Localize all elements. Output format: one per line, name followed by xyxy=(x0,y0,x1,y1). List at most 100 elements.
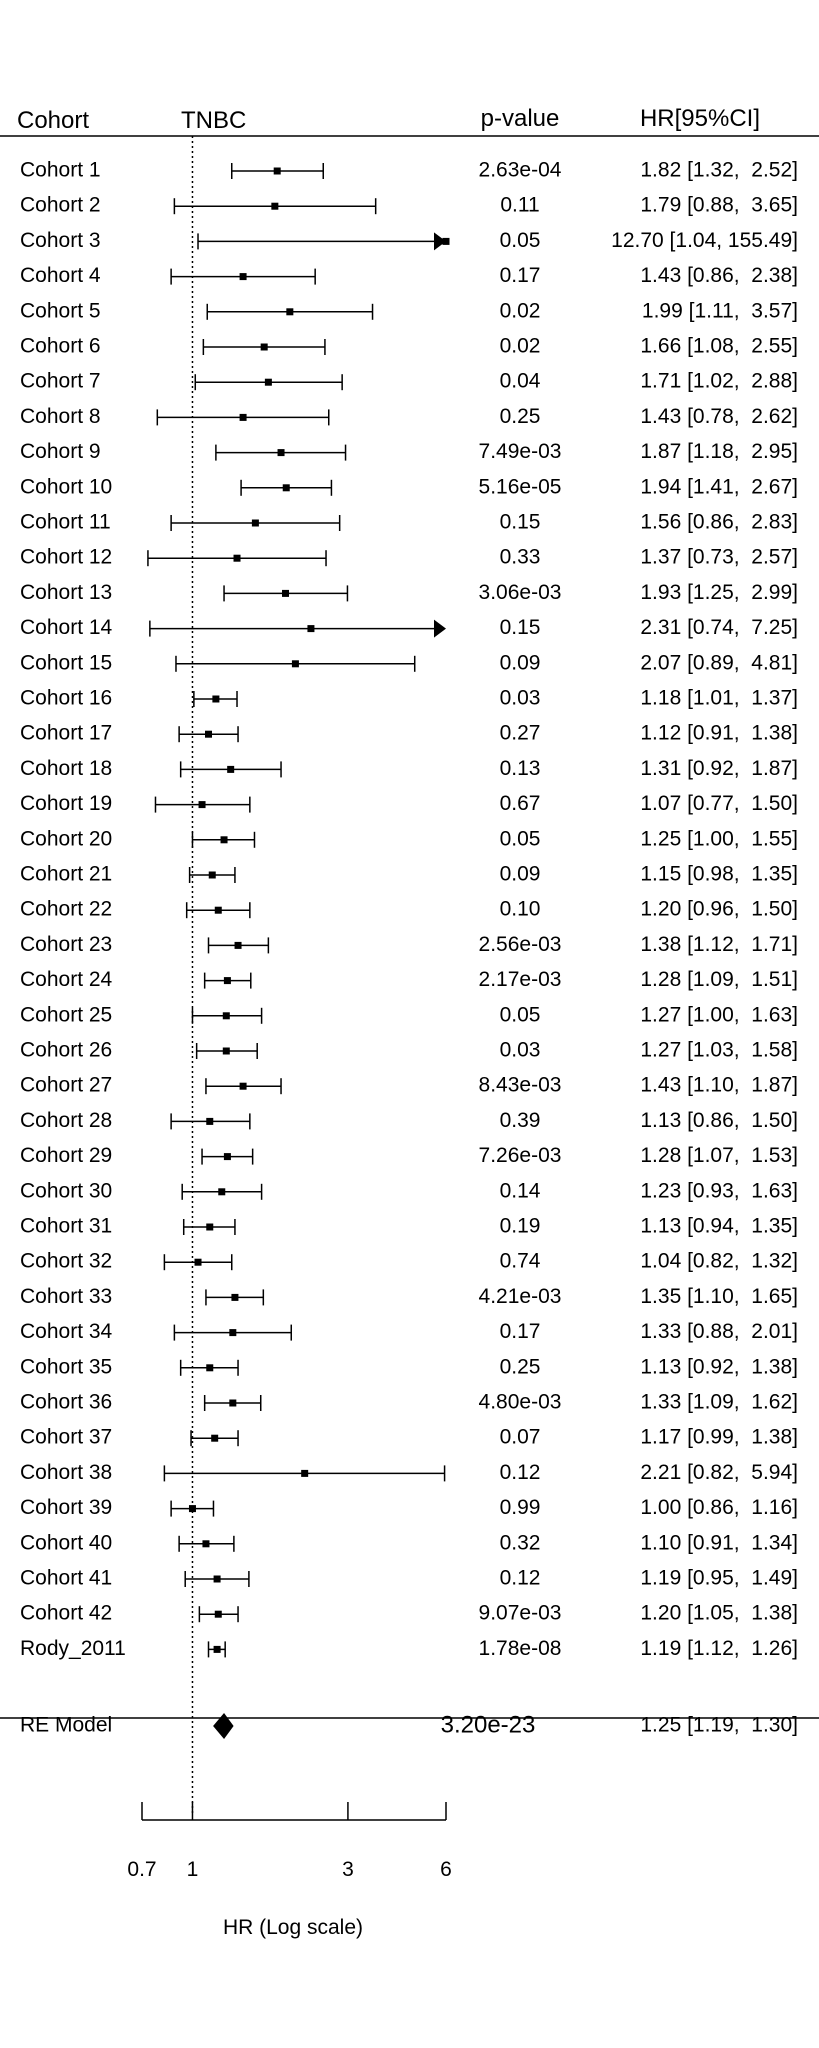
forest-row: Cohort 41 0.12 1.19 [0.95, 1.49] xyxy=(20,1567,798,1590)
point-estimate xyxy=(264,378,272,386)
row-hr-ci: 1.71 [1.02, 2.88] xyxy=(640,370,798,393)
row-hr-ci: 1.23 [0.93, 1.63] xyxy=(640,1179,798,1202)
row-label: Cohort 36 xyxy=(20,1391,112,1414)
forest-row: Cohort 22 0.10 1.20 [0.96, 1.50] xyxy=(20,898,798,921)
point-estimate xyxy=(239,1082,247,1090)
row-label: Cohort 38 xyxy=(20,1461,112,1484)
row-pvalue: 1.78e-08 xyxy=(479,1637,562,1660)
row-pvalue: 2.17e-03 xyxy=(479,968,562,991)
row-pvalue: 0.11 xyxy=(500,194,539,217)
row-pvalue: 0.13 xyxy=(500,757,541,780)
row-label: Cohort 40 xyxy=(20,1531,112,1554)
row-label: Cohort 34 xyxy=(20,1320,113,1343)
row-label: Cohort 13 xyxy=(20,581,112,604)
point-estimate xyxy=(222,1047,230,1055)
row-label: Cohort 3 xyxy=(20,229,101,252)
row-pvalue: 0.39 xyxy=(500,1109,541,1132)
row-label: Cohort 17 xyxy=(20,722,112,745)
row-label: Cohort 18 xyxy=(20,757,112,780)
row-hr-ci: 2.07 [0.89, 4.81] xyxy=(640,651,798,674)
point-estimate xyxy=(231,1293,239,1301)
row-label: Cohort 22 xyxy=(20,898,112,921)
forest-row: Cohort 28 0.39 1.13 [0.86, 1.50] xyxy=(20,1109,798,1132)
forest-row: Cohort 2 0.11 1.79 [0.88, 3.65] xyxy=(20,194,798,217)
forest-row: Cohort 18 0.13 1.31 [0.92, 1.87] xyxy=(20,757,798,780)
forest-row: Cohort 16 0.03 1.18 [1.01, 1.37] xyxy=(20,687,798,710)
row-label: Cohort 15 xyxy=(20,651,112,674)
row-hr-ci: 1.20 [1.05, 1.38] xyxy=(640,1602,798,1625)
point-estimate xyxy=(286,308,294,316)
forest-row: Cohort 6 0.02 1.66 [1.08, 2.55] xyxy=(20,335,798,358)
forest-row: Cohort 11 0.15 1.56 [0.86, 2.83] xyxy=(20,511,798,534)
row-label: Cohort 24 xyxy=(20,968,113,991)
forest-row: Cohort 37 0.07 1.17 [0.99, 1.38] xyxy=(20,1426,798,1449)
forest-row: Rody_2011 1.78e-08 1.19 [1.12, 1.26] xyxy=(20,1637,798,1660)
forest-row: Cohort 33 4.21e-03 1.35 [1.10, 1.65] xyxy=(20,1285,798,1308)
x-axis-label: HR (Log scale) xyxy=(223,1916,363,1939)
point-estimate xyxy=(208,871,216,879)
point-estimate xyxy=(206,1223,214,1231)
forest-row: Cohort 36 4.80e-03 1.33 [1.09, 1.62] xyxy=(20,1391,798,1414)
summary-diamond xyxy=(213,1713,234,1739)
row-pvalue: 0.27 xyxy=(500,722,541,745)
row-pvalue: 0.17 xyxy=(500,264,541,287)
row-label: Cohort 41 xyxy=(20,1567,112,1590)
header-cohort: Cohort xyxy=(17,107,89,134)
row-hr-ci: 12.70 [1.04, 155.49] xyxy=(611,229,798,252)
row-label: Cohort 7 xyxy=(20,370,101,393)
row-hr-ci: 1.10 [0.91, 1.34] xyxy=(640,1531,798,1554)
point-estimate xyxy=(442,237,450,245)
row-hr-ci: 1.28 [1.09, 1.51] xyxy=(640,968,798,991)
forest-row: Cohort 9 7.49e-03 1.87 [1.18, 2.95] xyxy=(20,440,798,463)
point-estimate xyxy=(220,836,228,844)
point-estimate xyxy=(223,977,231,985)
x-tick-label: 0.7 xyxy=(127,1858,156,1881)
forest-row: Cohort 26 0.03 1.27 [1.03, 1.58] xyxy=(20,1039,798,1062)
point-estimate xyxy=(222,1012,230,1020)
row-pvalue: 0.03 xyxy=(500,687,541,710)
forest-row: Cohort 27 8.43e-03 1.43 [1.10, 1.87] xyxy=(20,1074,798,1097)
forest-row: Cohort 4 0.17 1.43 [0.86, 2.38] xyxy=(20,264,798,287)
forest-row: Cohort 5 0.02 1.99 [1.11, 3.57] xyxy=(20,299,798,322)
point-estimate xyxy=(213,1645,221,1653)
row-label: Cohort 16 xyxy=(20,687,112,710)
point-estimate xyxy=(277,449,285,457)
row-hr-ci: 1.99 [1.11, 3.57] xyxy=(642,299,798,322)
point-estimate xyxy=(229,1329,237,1337)
point-estimate xyxy=(202,1540,210,1548)
row-label: Cohort 11 xyxy=(20,511,111,534)
row-pvalue: 0.33 xyxy=(500,546,541,569)
row-pvalue: 7.26e-03 xyxy=(479,1144,562,1167)
forest-row: Cohort 15 0.09 2.07 [0.89, 4.81] xyxy=(20,651,798,674)
summary-hr-ci: 1.25 [1.19, 1.30] xyxy=(640,1714,798,1737)
forest-row: Cohort 31 0.19 1.13 [0.94, 1.35] xyxy=(20,1215,798,1238)
point-estimate xyxy=(307,625,315,633)
row-label: Cohort 1 xyxy=(20,159,101,182)
row-label: Cohort 27 xyxy=(20,1074,112,1097)
row-hr-ci: 1.43 [0.78, 2.62] xyxy=(640,405,798,428)
forest-row: Cohort 25 0.05 1.27 [1.00, 1.63] xyxy=(20,1003,798,1026)
row-pvalue: 0.15 xyxy=(500,511,541,534)
forest-row: Cohort 14 0.15 2.31 [0.74, 7.25] xyxy=(20,616,798,639)
row-label: Cohort 19 xyxy=(20,792,112,815)
header-pvalue: p-value xyxy=(481,105,560,132)
point-estimate xyxy=(212,695,220,703)
row-hr-ci: 1.79 [0.88, 3.65] xyxy=(640,194,798,217)
summary-label: RE Model xyxy=(20,1714,112,1737)
x-axis: 0.7 1 3 6 xyxy=(127,1802,452,1881)
point-estimate xyxy=(198,801,206,809)
row-hr-ci: 1.33 [1.09, 1.62] xyxy=(640,1391,798,1414)
row-hr-ci: 1.66 [1.08, 2.55] xyxy=(640,335,798,358)
row-pvalue: 0.02 xyxy=(500,299,541,322)
row-hr-ci: 1.04 [0.82, 1.32] xyxy=(640,1250,798,1273)
row-label: Cohort 12 xyxy=(20,546,112,569)
row-label: Cohort 33 xyxy=(20,1285,112,1308)
point-estimate xyxy=(282,484,290,492)
forest-row: Cohort 12 0.33 1.37 [0.73, 2.57] xyxy=(20,546,798,569)
row-pvalue: 0.15 xyxy=(500,616,541,639)
forest-row: Cohort 21 0.09 1.15 [0.98, 1.35] xyxy=(20,863,798,886)
point-estimate xyxy=(214,1610,222,1618)
row-pvalue: 0.25 xyxy=(500,1355,541,1378)
point-estimate xyxy=(211,1434,219,1442)
row-pvalue: 0.07 xyxy=(500,1426,541,1449)
